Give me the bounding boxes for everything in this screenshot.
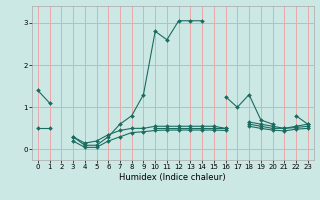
X-axis label: Humidex (Indice chaleur): Humidex (Indice chaleur): [119, 173, 226, 182]
